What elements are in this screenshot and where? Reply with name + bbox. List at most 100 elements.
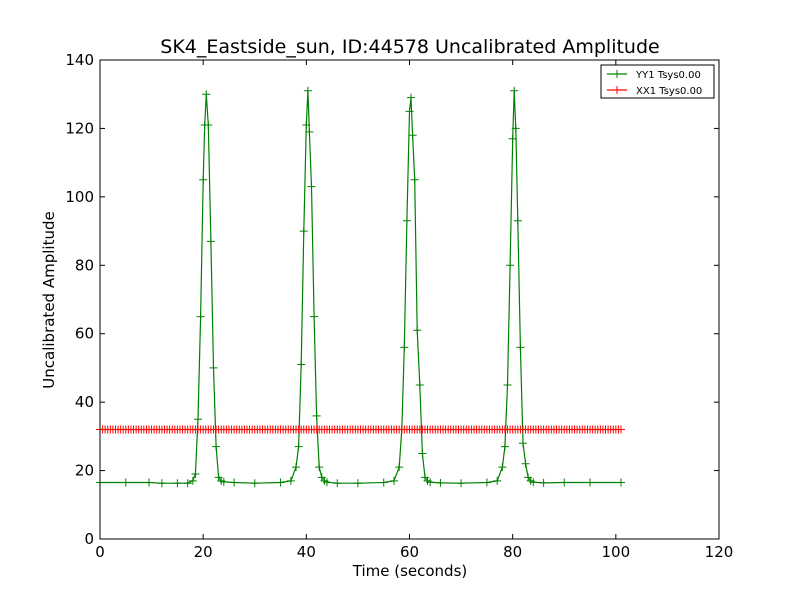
x-axis-label: Time (seconds) <box>352 562 468 580</box>
axes: 0 20 40 60 80 100 120 0 20 40 60 80 100 120 140 <box>65 51 733 561</box>
data-point <box>121 478 130 487</box>
y-tick-label: 40 <box>75 393 94 411</box>
x-tick-label: 40 <box>297 543 316 561</box>
data-point <box>510 86 519 95</box>
data-point <box>508 134 517 143</box>
chart-title: SK4_Eastside_sun, ID:44578 Uncalibrated … <box>160 36 659 58</box>
data-point <box>206 237 215 246</box>
data-point <box>294 442 303 451</box>
data-point <box>292 463 301 472</box>
data-point <box>219 477 228 486</box>
data-point <box>482 478 491 487</box>
data-point <box>506 261 515 270</box>
data-point <box>457 479 466 488</box>
x-tick-label: 60 <box>400 543 419 561</box>
data-point <box>250 479 259 488</box>
data-point <box>405 107 414 116</box>
data-point <box>616 478 625 487</box>
series-0 <box>96 86 625 488</box>
data-point <box>333 479 342 488</box>
y-tick-label: 0 <box>84 530 94 548</box>
data-point <box>209 363 218 372</box>
legend: YY1 Tsys0.00 XX1 Tsys0.00 <box>600 64 715 99</box>
x-tick-label: 20 <box>194 543 213 561</box>
data-point <box>407 93 416 102</box>
series-1 <box>96 425 625 434</box>
data-point <box>418 449 427 458</box>
data-point <box>303 86 312 95</box>
x-tick-label: 120 <box>705 543 734 561</box>
data-point <box>202 90 211 99</box>
data-point <box>191 469 200 478</box>
data-point <box>188 476 197 485</box>
series-line <box>100 90 621 484</box>
series-markers <box>96 86 625 488</box>
data-point <box>315 463 324 472</box>
data-point <box>390 476 399 485</box>
data-point <box>529 478 538 487</box>
data-point <box>305 127 314 136</box>
data-point <box>402 216 411 225</box>
data-point <box>513 216 522 225</box>
y-tick-label: 60 <box>75 325 94 343</box>
data-point <box>426 478 435 487</box>
series-markers <box>96 425 625 434</box>
data-point <box>276 478 285 487</box>
x-tick-label: 0 <box>95 543 105 561</box>
data-point <box>436 478 445 487</box>
x-tick-label: 100 <box>602 543 631 561</box>
data-point <box>493 476 502 485</box>
data-point <box>516 343 525 352</box>
data-point <box>353 479 362 488</box>
data-point <box>498 463 507 472</box>
data-point <box>302 121 311 130</box>
data-point <box>310 312 319 321</box>
x-tick-label: 80 <box>503 543 522 561</box>
data-point <box>157 479 166 488</box>
data-point <box>395 463 404 472</box>
legend-label: XX1 Tsys0.00 <box>636 86 702 97</box>
legend-item-0: YY1 Tsys0.00 <box>607 70 701 81</box>
data-point <box>539 478 548 487</box>
data-point <box>312 411 321 420</box>
y-axis-label: Uncalibrated Amplitude <box>40 211 58 388</box>
data-point <box>400 343 409 352</box>
data-point <box>196 312 205 321</box>
data-point <box>307 182 316 191</box>
data-point <box>297 360 306 369</box>
data-point <box>521 459 530 468</box>
legend-box <box>600 64 715 99</box>
data-point <box>413 326 422 335</box>
y-tick-label: 80 <box>75 256 94 274</box>
plot-area <box>96 86 625 488</box>
data-point <box>560 478 569 487</box>
y-tick-label: 120 <box>65 119 94 137</box>
legend-marker <box>613 70 621 78</box>
data-point <box>511 124 520 133</box>
data-point <box>183 479 192 488</box>
data-point <box>616 425 625 434</box>
legend-marker <box>613 86 621 94</box>
data-point <box>145 478 154 487</box>
data-point <box>503 381 512 390</box>
data-point <box>518 439 527 448</box>
data-point <box>586 478 595 487</box>
data-point <box>194 415 203 424</box>
y-tick-label: 140 <box>65 51 94 69</box>
data-point <box>415 381 424 390</box>
data-point <box>173 479 182 488</box>
data-point <box>230 478 239 487</box>
data-point <box>204 121 213 130</box>
data-point <box>500 442 509 451</box>
legend-label: YY1 Tsys0.00 <box>635 70 701 81</box>
legend-item-1: XX1 Tsys0.00 <box>607 86 702 97</box>
data-point <box>212 442 221 451</box>
data-point <box>286 476 295 485</box>
data-point <box>322 478 331 487</box>
data-point <box>408 131 417 140</box>
y-tick-label: 100 <box>65 188 94 206</box>
y-tick-label: 20 <box>75 462 94 480</box>
data-point <box>299 227 308 236</box>
